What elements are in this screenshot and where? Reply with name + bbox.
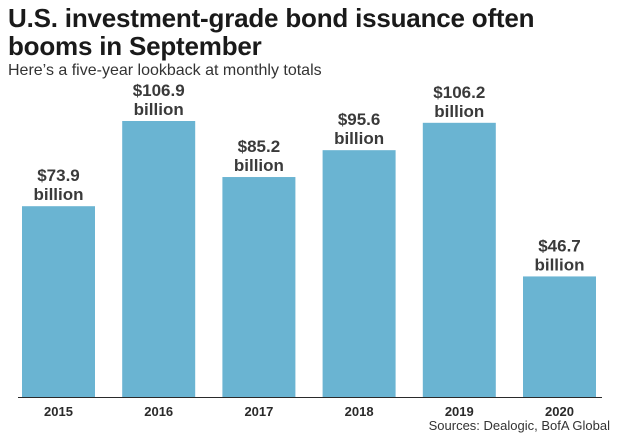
value-label-2018: $95.6 <box>338 110 381 129</box>
value-label-2015: $73.9 <box>37 166 80 185</box>
unit-label-2018: billion <box>334 129 384 148</box>
bar-2018 <box>322 150 396 397</box>
chart-title: U.S. investment-grade bond issuance ofte… <box>8 3 535 61</box>
bar-2016 <box>122 121 196 397</box>
value-label-2020: $46.7 <box>538 236 581 255</box>
x-tick-label-2015: 2015 <box>44 404 73 419</box>
x-tick-label-2018: 2018 <box>345 404 374 419</box>
bar-2017 <box>222 177 296 397</box>
x-tick-label-2017: 2017 <box>244 404 273 419</box>
labels-group: $73.9billion2015$106.9billion2016$85.2bi… <box>33 81 584 419</box>
value-label-2019: $106.2 <box>433 83 485 102</box>
value-label-2017: $85.2 <box>238 137 281 156</box>
x-tick-label-2019: 2019 <box>445 404 474 419</box>
bars-group <box>22 121 596 397</box>
bar-2015 <box>22 206 95 397</box>
unit-label-2015: billion <box>33 185 83 204</box>
value-label-2016: $106.9 <box>133 81 185 100</box>
bar-2020 <box>523 276 596 397</box>
unit-label-2019: billion <box>434 102 484 121</box>
unit-label-2016: billion <box>134 100 184 119</box>
x-tick-label-2016: 2016 <box>144 404 173 419</box>
chart-subtitle: Here’s a five-year lookback at monthly t… <box>8 62 322 79</box>
source-note: Sources: Dealogic, BofA Global <box>428 418 610 433</box>
unit-label-2020: billion <box>534 255 584 274</box>
x-tick-label-2020: 2020 <box>545 404 574 419</box>
unit-label-2017: billion <box>234 156 284 175</box>
bar-2019 <box>422 122 496 397</box>
